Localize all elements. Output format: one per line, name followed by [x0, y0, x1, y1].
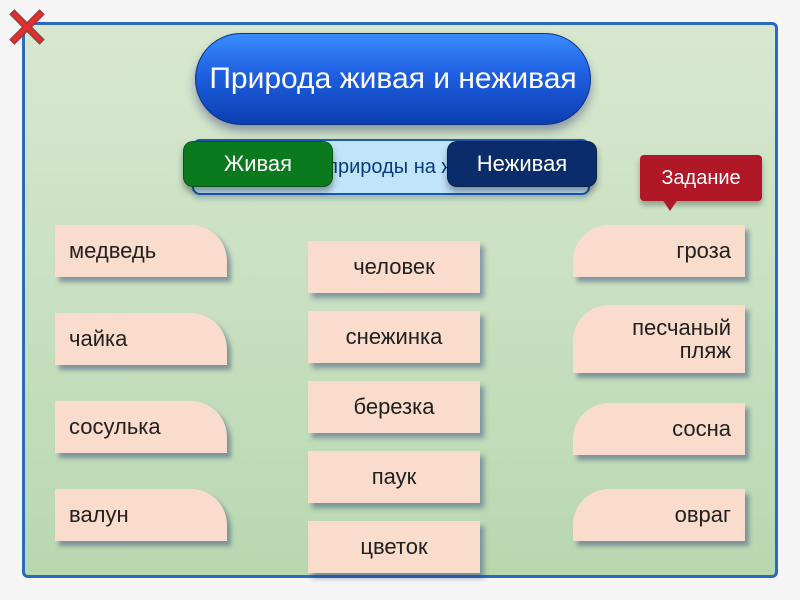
word-card[interactable]: березка — [308, 381, 480, 433]
word-card[interactable]: человек — [308, 241, 480, 293]
category-living-label: Живая — [224, 151, 292, 177]
word-card-label: сосулька — [69, 414, 161, 440]
word-card[interactable]: овраг — [573, 489, 745, 541]
main-panel: Природа живая и неживая природы на ж Жив… — [22, 22, 778, 578]
word-card-label: человек — [353, 254, 435, 280]
word-card-label: цветок — [360, 534, 427, 560]
word-card-label: березка — [353, 394, 434, 420]
word-card[interactable]: сосулька — [55, 401, 227, 453]
category-living-button[interactable]: Живая — [183, 141, 333, 187]
word-card-label: песчаный пляж — [587, 316, 731, 362]
word-card[interactable]: песчаный пляж — [573, 305, 745, 373]
word-card-label: валун — [69, 502, 129, 528]
instruction-text: природы на ж — [327, 156, 455, 179]
word-card[interactable]: сосна — [573, 403, 745, 455]
word-card-label: чайка — [69, 326, 127, 352]
task-label: Задание — [661, 167, 740, 190]
word-card-label: овраг — [675, 502, 731, 528]
title-text: Природа живая и неживая — [209, 60, 576, 98]
category-nonliving-button[interactable]: Неживая — [447, 141, 597, 187]
word-card-label: сосна — [672, 416, 731, 442]
task-button[interactable]: Задание — [640, 155, 762, 201]
word-card[interactable]: снежинка — [308, 311, 480, 363]
word-card[interactable]: гроза — [573, 225, 745, 277]
word-card[interactable]: медведь — [55, 225, 227, 277]
word-card-label: медведь — [69, 238, 156, 264]
category-nonliving-label: Неживая — [477, 151, 567, 177]
word-card[interactable]: валун — [55, 489, 227, 541]
word-card-label: снежинка — [346, 324, 443, 350]
word-card[interactable]: чайка — [55, 313, 227, 365]
close-icon[interactable] — [6, 6, 48, 48]
word-card[interactable]: цветок — [308, 521, 480, 573]
page-title: Природа живая и неживая — [195, 33, 591, 125]
word-card-label: гроза — [676, 238, 731, 264]
word-card-label: паук — [372, 464, 417, 490]
word-card[interactable]: паук — [308, 451, 480, 503]
